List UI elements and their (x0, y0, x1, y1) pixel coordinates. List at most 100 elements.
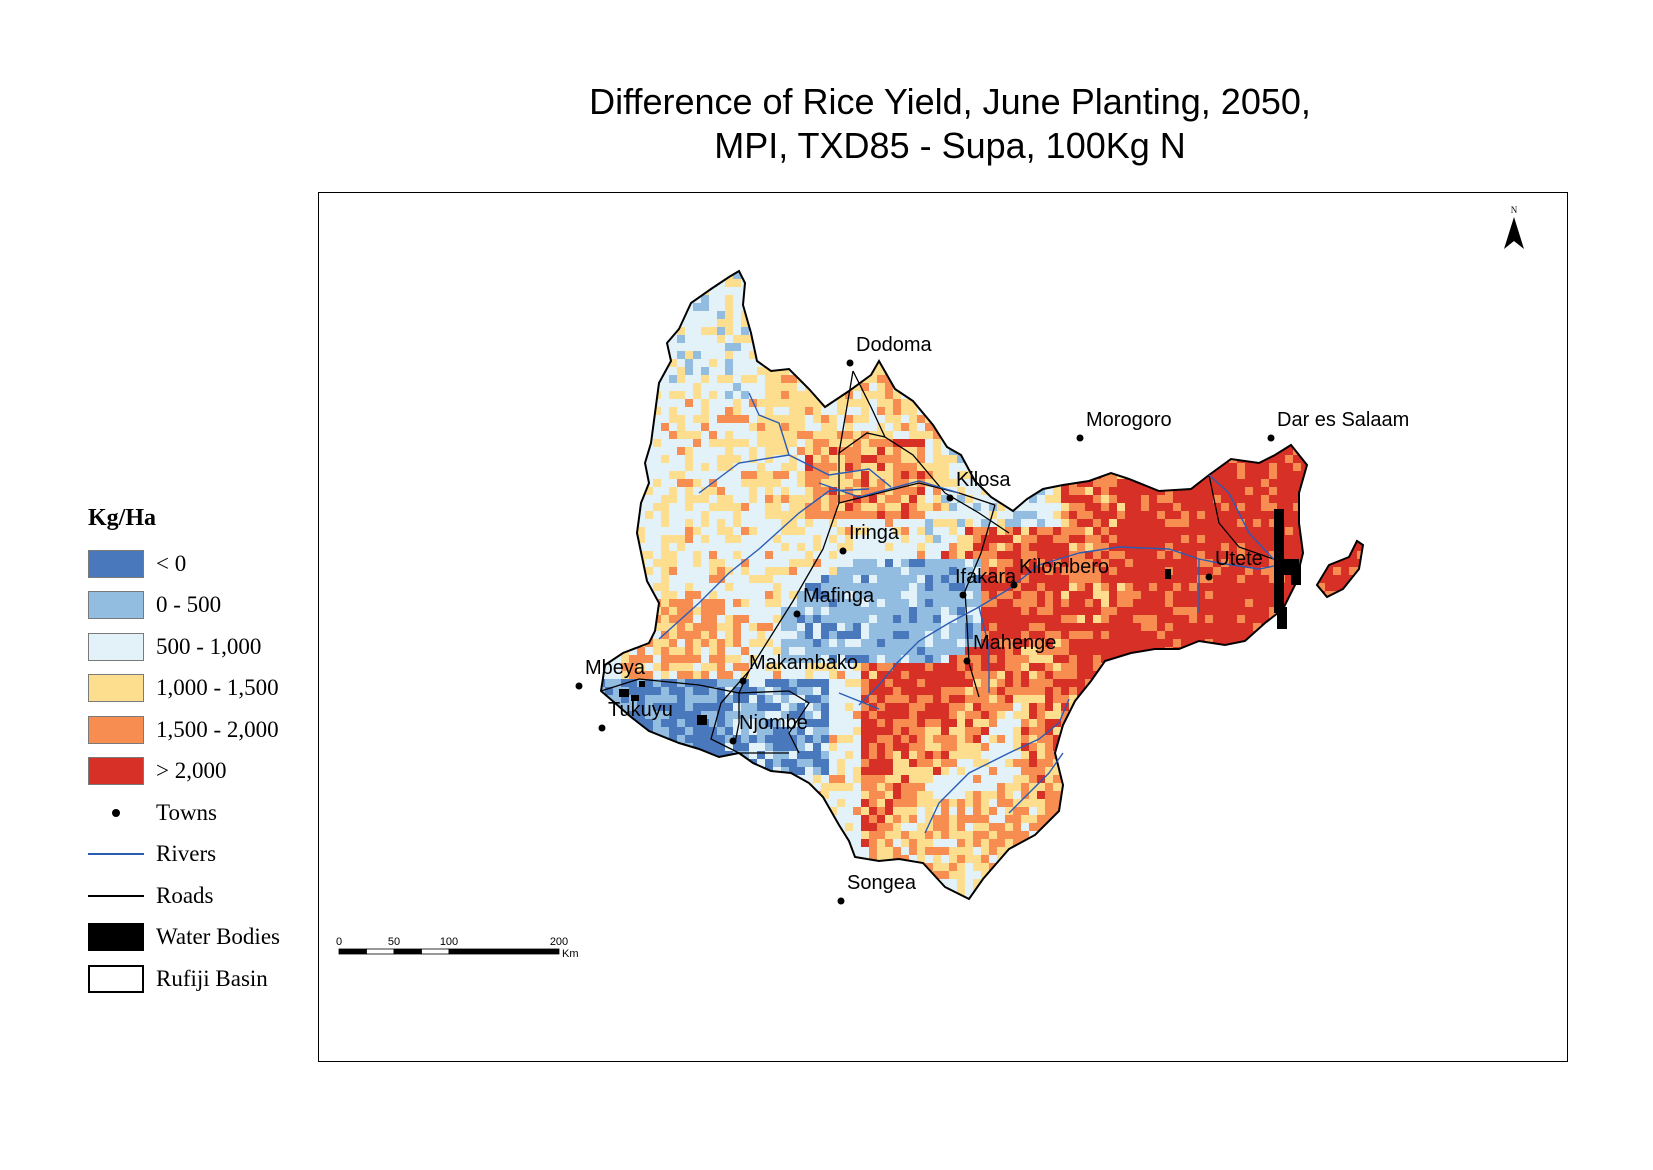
town-label: Tukuyu (608, 699, 673, 721)
legend-title: Kg/Ha (88, 505, 157, 531)
town-dot-icon (1205, 573, 1213, 581)
legend-symbol-4: Rufiji Basin (88, 958, 280, 1000)
legend-class-0: < 0 (88, 543, 280, 585)
scale-tick-label: 0 (336, 936, 342, 948)
map-title-line-2: MPI, TXD85 - Supa, 100Kg N (714, 125, 1186, 166)
north-label: N (1511, 205, 1518, 215)
scale-unit-label: Km (562, 948, 579, 960)
town-dodoma[interactable]: Dodoma (846, 334, 933, 367)
town-label: Kilombero (1019, 556, 1109, 578)
legend-label: < 0 (156, 550, 187, 576)
scale-bar-segment (393, 948, 422, 955)
scale-tick-label: 50 (388, 936, 400, 948)
legend-label: Roads (156, 882, 214, 908)
town-songea[interactable]: Songea (837, 872, 917, 905)
legend-label: Water Bodies (156, 924, 280, 950)
map-title: Difference of Rice Yield, June Planting,… (520, 80, 1380, 168)
town-label: Dar es Salaam (1277, 409, 1409, 431)
town-label: Iringa (849, 522, 900, 544)
road-line-icon (88, 882, 144, 910)
town-mafinga[interactable]: Mafinga (793, 585, 876, 618)
town-dot-icon (1010, 581, 1018, 589)
legend: Kg/Ha < 0 0 - 500 500 - 1,000 1,000 - 1,500… (88, 505, 280, 1000)
towns-layer[interactable]: Dodoma Morogoro Dar es Salaam Kilosa Iringa I… (575, 334, 1410, 905)
legend-swatch (88, 549, 144, 578)
north-arrow-icon (1504, 217, 1524, 249)
town-tukuyu[interactable]: Tukuyu (598, 699, 673, 732)
scale-tick-label: 200 (550, 936, 568, 948)
map-frame: Dodoma Morogoro Dar es Salaam Kilosa Iringa I… (318, 192, 1568, 1062)
town-dot-icon (793, 610, 801, 618)
legend-symbol-1: Rivers (88, 834, 280, 876)
legend-label: 1,000 - 1,500 (156, 675, 279, 701)
legend-class-2: 500 - 1,000 (88, 626, 280, 668)
scale-bar-segment (421, 948, 450, 955)
town-label: Morogoro (1086, 409, 1172, 431)
town-ifakara[interactable]: Ifakara (955, 566, 1017, 599)
basin-outline-swatch (88, 964, 144, 993)
town-mahenge[interactable]: Mahenge (963, 632, 1057, 665)
town-label: Utete (1215, 548, 1263, 570)
legend-symbol-2: Roads (88, 875, 280, 917)
legend-symbol-3: Water Bodies (88, 917, 280, 959)
map-title-line-1: Difference of Rice Yield, June Planting,… (589, 81, 1311, 122)
legend-swatch (88, 591, 144, 620)
rufiji-basin-outline (599, 269, 1365, 901)
legend-swatch (88, 715, 144, 744)
town-kilombero[interactable]: Kilombero (1010, 556, 1110, 589)
scale-tick-label: 100 (440, 936, 458, 948)
town-dot-icon (598, 724, 606, 732)
legend-class-5: > 2,000 (88, 751, 280, 793)
town-dar-es-salaam[interactable]: Dar es Salaam (1267, 409, 1410, 442)
town-dot-icon (963, 657, 971, 665)
town-dot-icon (729, 737, 737, 745)
legend-label: 0 - 500 (156, 592, 222, 618)
town-dot-icon (959, 591, 967, 599)
town-dot-icon (1076, 434, 1084, 442)
town-utete[interactable]: Utete (1205, 548, 1263, 581)
town-label: Dodoma (856, 334, 932, 356)
town-dot-icon (946, 494, 954, 502)
roads-layer (600, 370, 1280, 754)
water-bodies-layer (619, 509, 1301, 725)
town-label: Ifakara (955, 566, 1017, 588)
town-dot-icon (739, 677, 747, 685)
town-dot-icon (88, 799, 144, 827)
legend-label: Towns (156, 799, 218, 825)
scale-bar-segment (448, 948, 560, 955)
scale-bar-segment (338, 948, 367, 955)
town-label: Njombe (739, 712, 808, 734)
town-makambako[interactable]: Makambako (739, 652, 858, 685)
legend-swatch (88, 632, 144, 661)
town-label: Mahenge (973, 632, 1056, 654)
map-canvas[interactable]: Dodoma Morogoro Dar es Salaam Kilosa Iringa I… (319, 193, 1567, 1061)
town-label: Mbeya (585, 657, 646, 679)
rivers-layer (658, 392, 1280, 834)
legend-label: Rufiji Basin (156, 965, 268, 991)
legend-class-4: 1,500 - 2,000 (88, 709, 280, 751)
legend-class-1: 0 - 500 (88, 585, 280, 627)
town-mbeya[interactable]: Mbeya (575, 657, 646, 690)
town-label: Makambako (749, 652, 858, 674)
water-body-swatch (88, 923, 144, 952)
legend-label: 1,500 - 2,000 (156, 716, 279, 742)
town-dot-icon (1267, 434, 1275, 442)
river-line-icon (88, 840, 144, 868)
legend-label: Rivers (156, 841, 217, 867)
legend-class-3: 1,000 - 1,500 (88, 668, 280, 710)
legend-label: > 2,000 (156, 758, 227, 784)
scale-bar-segment (366, 948, 395, 955)
yield-raster (601, 271, 1363, 899)
legend-symbol-0: Towns (88, 792, 280, 834)
town-iringa[interactable]: Iringa (839, 522, 900, 555)
town-kilosa[interactable]: Kilosa (946, 469, 1012, 502)
legend-label: 500 - 1,000 (156, 633, 262, 659)
town-dot-icon (839, 547, 847, 555)
town-dot-icon (575, 682, 583, 690)
town-morogoro[interactable]: Morogoro (1076, 409, 1172, 442)
town-dot-icon (846, 359, 854, 367)
town-njombe[interactable]: Njombe (729, 712, 808, 745)
legend-swatch (88, 757, 144, 786)
town-dot-icon (837, 897, 845, 905)
